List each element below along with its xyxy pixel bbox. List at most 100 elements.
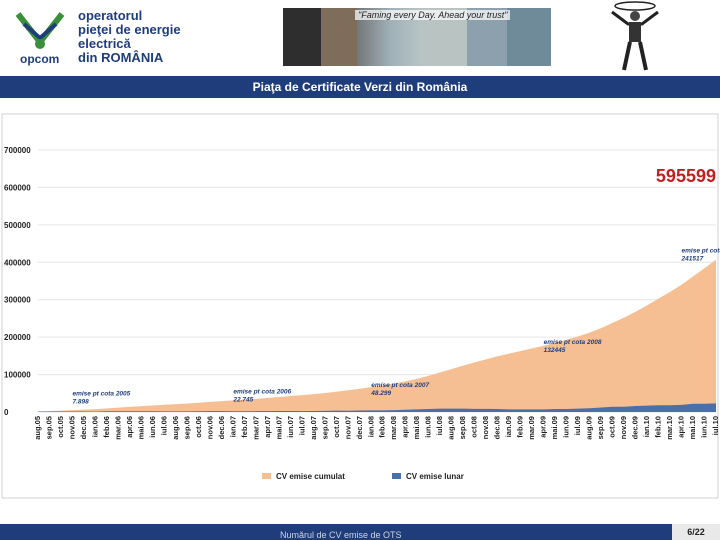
annotation-label: emise pt cota 2007 <box>371 382 429 389</box>
logo-line: pieţei de energie <box>78 22 181 37</box>
chart: 0 100000 200000 300000 400000 500000 600000 700… <box>0 110 720 500</box>
cumulative-area-series <box>38 259 716 412</box>
footer-caption: Numărul de CV emise de OTS <box>280 530 402 540</box>
x-tick-label: iun.10 <box>700 416 709 438</box>
x-tick-label: nov.09 <box>619 416 628 439</box>
x-tick-label: dec.05 <box>79 416 88 439</box>
annotation-label: emise pt cota 2008 <box>544 339 602 346</box>
y-tick-label: 100000 <box>4 371 31 380</box>
annotation-label: emise pt cota 2006 <box>233 388 291 395</box>
y-tick-label: 700000 <box>4 146 31 155</box>
x-tick-label: ian.10 <box>642 416 651 437</box>
header: opcom operatorul pieţei de energie elect… <box>0 0 720 76</box>
x-tick-label: nov.06 <box>205 416 214 439</box>
page-title: Piaţa de Certificate Verzi din România <box>0 76 720 98</box>
x-tick-label: mai.09 <box>550 416 559 439</box>
x-tick-label: oct.06 <box>194 416 203 438</box>
legend: CV emise cumulat CV emise lunar <box>262 472 464 481</box>
x-tick-label: iul.06 <box>159 416 168 435</box>
page-number: 6/22 <box>672 524 720 540</box>
x-tick-label: dec.06 <box>217 416 226 439</box>
y-tick-label: 200000 <box>4 333 31 342</box>
x-tick-label: mar.10 <box>665 416 674 440</box>
annotation-value: 48.299 <box>370 390 391 397</box>
x-tick-label: sep.09 <box>596 416 605 439</box>
x-tick-label: aug.07 <box>309 416 318 440</box>
y-tick-label: 400000 <box>4 258 31 267</box>
opcom-logo-icon <box>15 12 65 49</box>
x-tick-label: iul.07 <box>297 416 306 435</box>
x-tick-label: aug.08 <box>447 416 456 440</box>
x-tick-label: ian.07 <box>228 416 237 437</box>
x-tick-label: feb.10 <box>654 416 663 438</box>
x-tick-label: mar.06 <box>113 416 122 440</box>
x-tick-label: mar.07 <box>251 416 260 440</box>
banner-panel <box>283 8 321 66</box>
banner-panel <box>321 8 357 66</box>
x-tick-label: feb.08 <box>378 416 387 438</box>
chart-frame <box>1 113 719 499</box>
highlight-total-label: 595599 <box>656 166 716 186</box>
x-tick-label: dec.09 <box>631 416 640 439</box>
banner-slogan: "Faming every Day. Ahead your trust" <box>355 10 511 20</box>
x-tick-label: nov.08 <box>481 416 490 439</box>
logo-line: electrică <box>78 36 131 51</box>
annotation-label: emise pt cota 2005 <box>72 390 130 397</box>
x-tick-label: sep.08 <box>458 416 467 439</box>
x-tick-label: ian.08 <box>366 416 375 437</box>
x-tick-label: sep.06 <box>182 416 191 439</box>
y-tick-label: 600000 <box>4 183 31 192</box>
logo-line: din ROMÂNIA <box>78 50 164 65</box>
x-tick-label: apr.07 <box>263 416 272 438</box>
x-tick-label: oct.07 <box>332 416 341 438</box>
legend-swatch <box>262 473 271 479</box>
footer-bar <box>0 524 720 540</box>
logo-small-text: opcom <box>20 52 60 66</box>
x-tick-label: iul.09 <box>573 416 582 435</box>
y-tick-label: 500000 <box>4 221 31 230</box>
annotation-value: 132445 <box>544 347 566 354</box>
x-tick-label: apr.06 <box>125 416 134 438</box>
x-tick-label: apr.09 <box>539 416 548 438</box>
legend-label: CV emise lunar <box>406 472 464 481</box>
x-tick-label: dec.07 <box>355 416 364 439</box>
monthly-area-series <box>38 403 716 412</box>
x-tick-label: oct.08 <box>470 416 479 438</box>
x-tick-label: aug.06 <box>171 416 180 440</box>
x-tick-label: mar.09 <box>527 416 536 440</box>
grid-layer <box>38 149 716 413</box>
x-tick-label: iun.06 <box>148 416 157 438</box>
logo-line: operatorul <box>78 8 143 23</box>
x-tick-label: oct.09 <box>608 416 617 438</box>
x-tick-label: feb.09 <box>516 416 525 438</box>
x-tick-label: oct.05 <box>56 416 65 438</box>
x-tick-label: nov.05 <box>67 416 76 439</box>
x-tick-label: mai.06 <box>136 416 145 439</box>
annotation-value: 22.745 <box>232 396 253 403</box>
logo-text: operatorul pieţei de energie electrică d… <box>78 9 181 65</box>
x-tick-label: sep.07 <box>320 416 329 439</box>
x-tick-label: iul.08 <box>435 416 444 435</box>
x-tick-label: mai.07 <box>274 416 283 439</box>
annotation-value: 7.898 <box>72 398 89 405</box>
mascot-figure-icon <box>611 1 659 71</box>
area-layer <box>38 259 716 412</box>
x-tick-label: ian.06 <box>90 416 99 437</box>
chart-svg: 0 100000 200000 300000 400000 500000 600000 700… <box>1 113 720 499</box>
x-tick-label: sep.05 <box>44 416 53 439</box>
x-tick-label: mai.10 <box>688 416 697 439</box>
x-tick-label: aug.05 <box>33 416 42 440</box>
x-tick-label: dec.08 <box>493 416 502 439</box>
x-tick-label: iun.07 <box>286 416 295 438</box>
y-tick-layer: 0 100000 200000 300000 400000 500000 600000 700… <box>4 146 31 417</box>
y-tick-label: 300000 <box>4 296 31 305</box>
annotation-value: 241517 <box>681 255 704 262</box>
header-banner: "Faming every Day. Ahead your trust" <box>283 8 551 66</box>
legend-swatch <box>392 473 401 479</box>
banner-panel <box>507 8 551 66</box>
x-tick-label: iun.09 <box>562 416 571 438</box>
x-tick-label: mar.08 <box>389 416 398 440</box>
x-tick-label: iul.10 <box>711 416 720 435</box>
x-tick-label: mai.08 <box>412 416 421 439</box>
